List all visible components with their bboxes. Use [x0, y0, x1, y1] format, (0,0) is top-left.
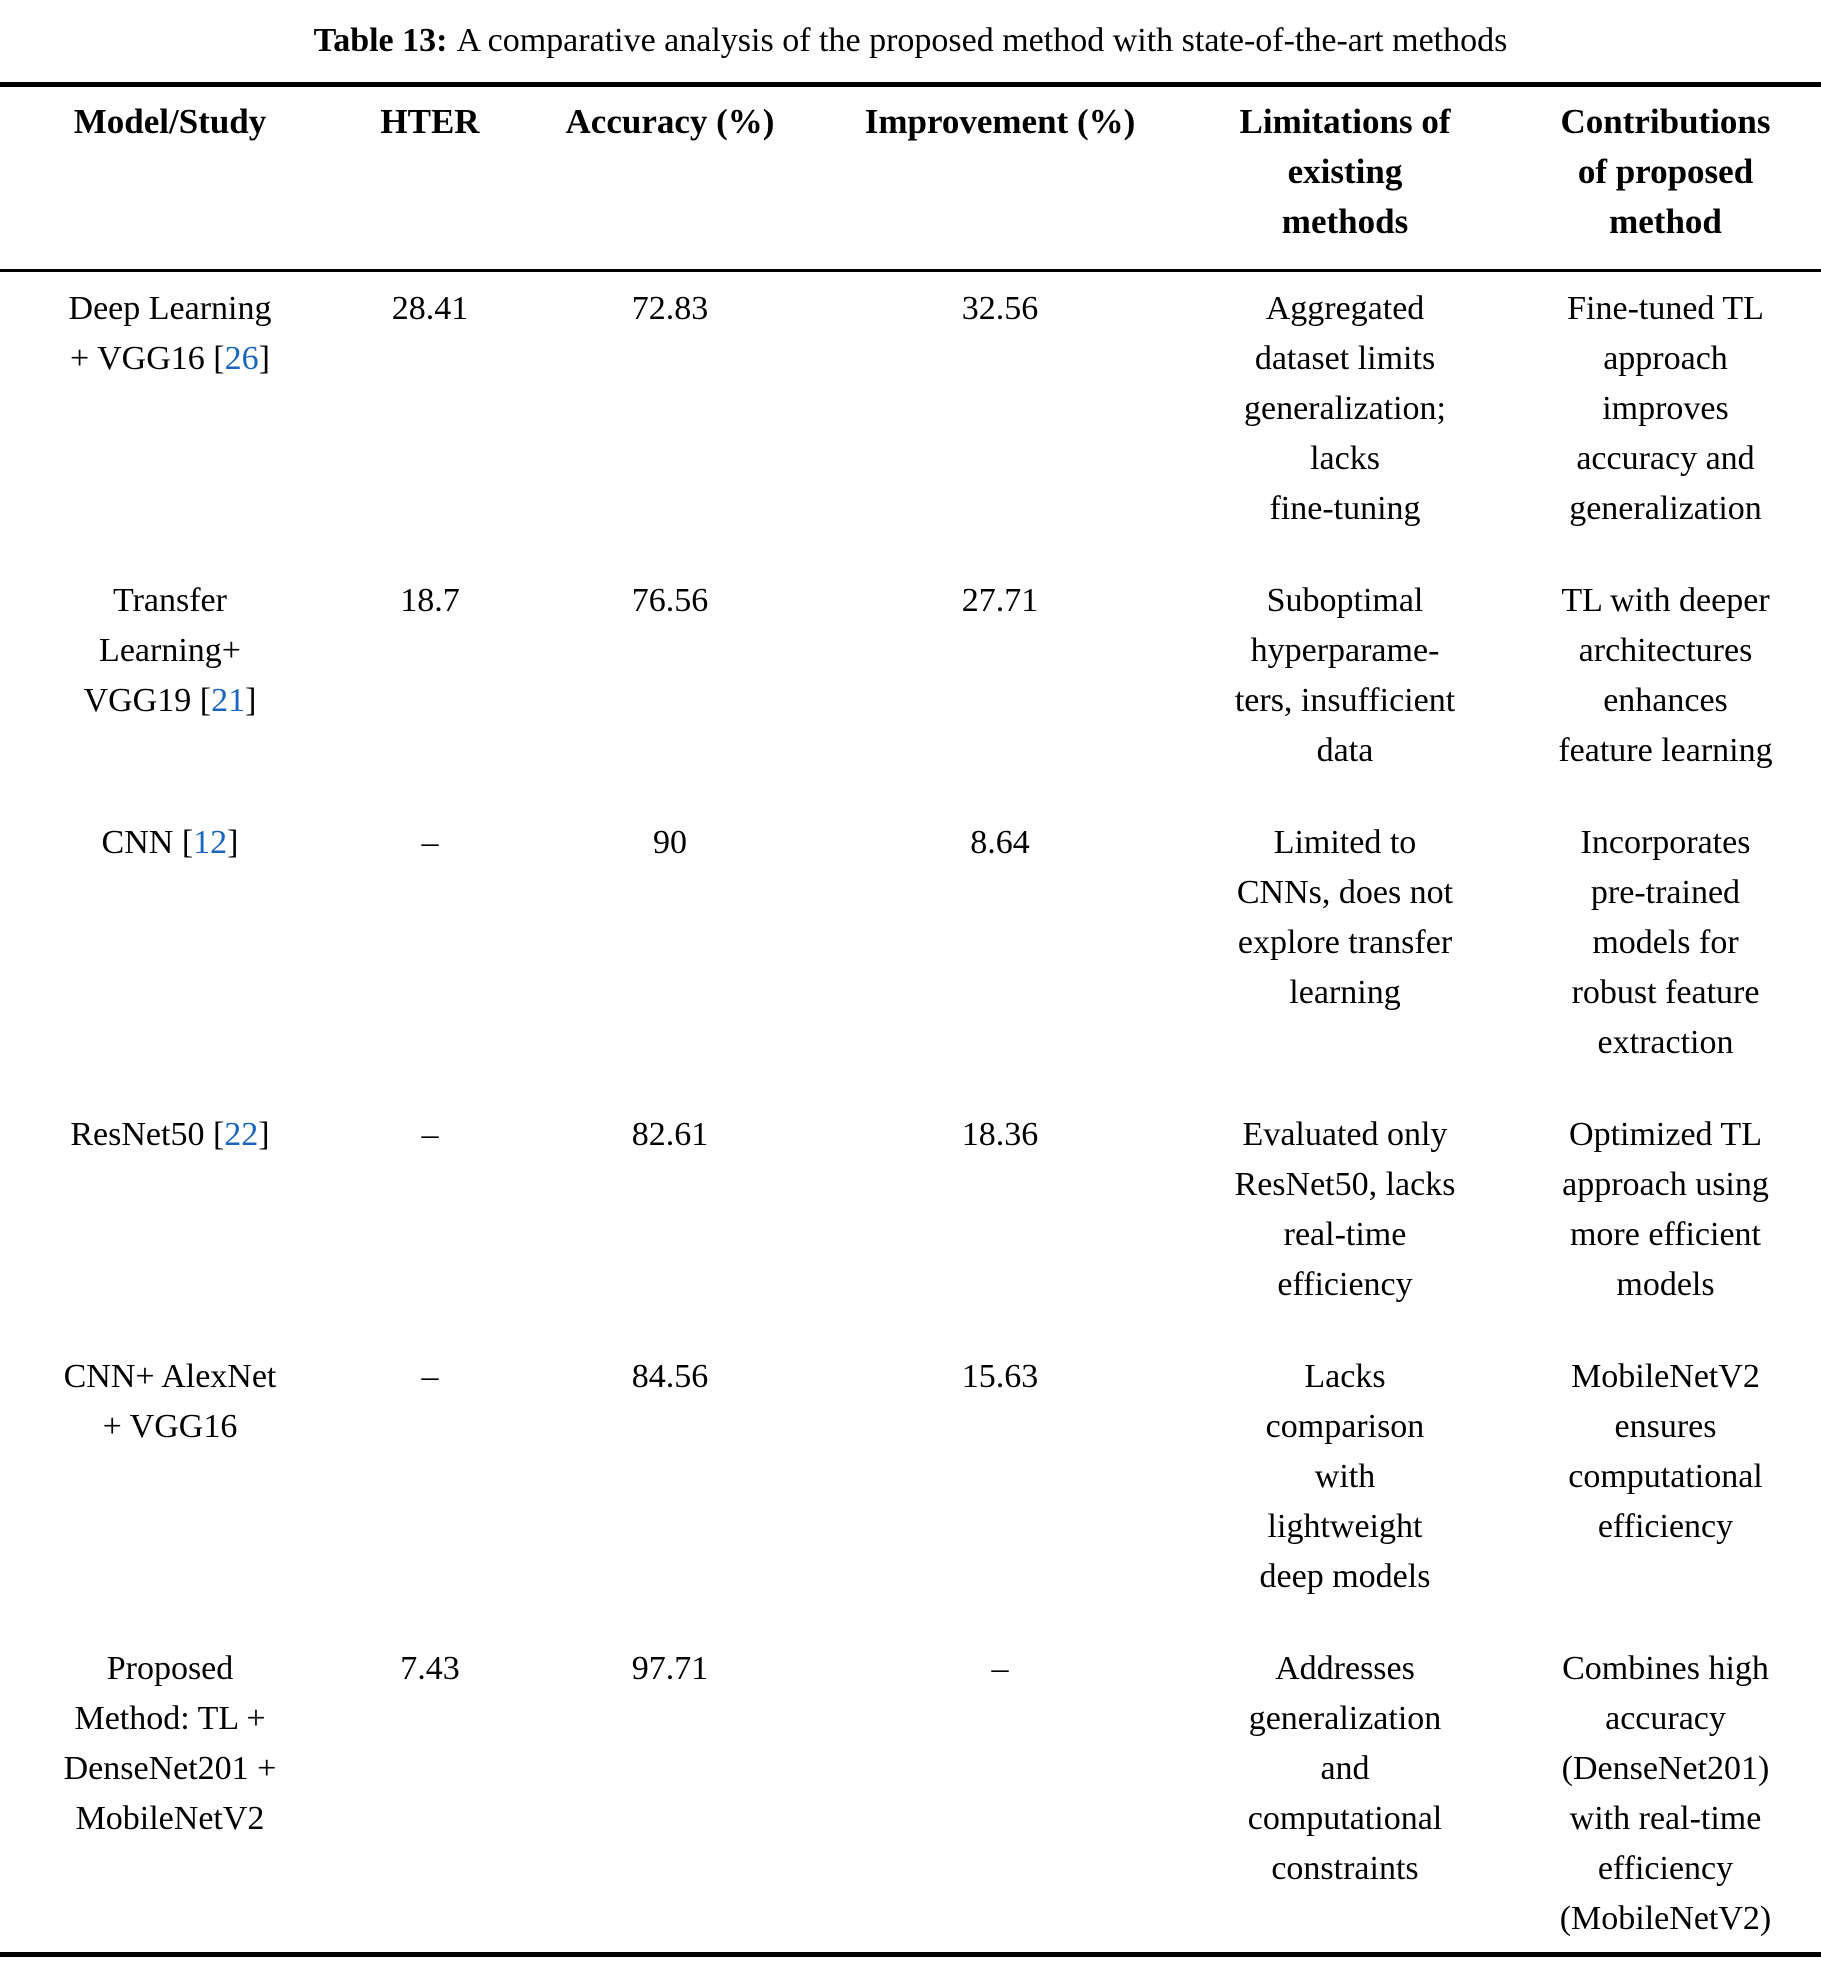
- cell-accuracy: 72.83: [631, 290, 709, 327]
- table-row: Transfer Learning+ VGG19 [21] 18.7 76.56…: [0, 564, 1821, 806]
- cell-contributions: TL with deeper architectures enhances fe…: [1558, 582, 1773, 769]
- model-name: CNN+ AlexNet + VGG16: [63, 1358, 277, 1445]
- citation-link[interactable]: 22: [224, 1116, 259, 1153]
- citation: [21]: [200, 682, 257, 719]
- column-header-improvement: Improvement (%): [820, 84, 1180, 272]
- cell-model: Deep Learning + VGG16 [26]: [0, 271, 340, 565]
- citation-bracket-close: ]: [258, 340, 270, 377]
- cell-limitations: Aggregated dataset limits generalization…: [1243, 290, 1446, 527]
- cell-model: ResNet50 [22]: [0, 1098, 340, 1340]
- table-caption-label: Table 13:: [313, 22, 448, 59]
- cell-limitations: Evaluated only ResNet50, lacks real-time…: [1234, 1116, 1456, 1303]
- cell-hter: 28.41: [391, 290, 469, 327]
- column-header-contributions: Contributions of proposed method: [1510, 84, 1821, 272]
- column-header-limitations: Limitations of existing methods: [1180, 84, 1510, 272]
- table-row: Deep Learning + VGG16 [26] 28.41 72.83 3…: [0, 271, 1821, 565]
- citation-bracket-open: [: [213, 340, 225, 377]
- cell-improvement: 15.63: [961, 1358, 1039, 1395]
- column-header-accuracy: Accuracy (%): [520, 84, 820, 272]
- cell-accuracy: 82.61: [631, 1116, 709, 1153]
- cell-improvement: 27.71: [961, 582, 1039, 619]
- cell-contributions: Optimized TL approach using more efficie…: [1562, 1116, 1769, 1303]
- cell-accuracy: 84.56: [631, 1358, 709, 1395]
- cell-contributions: MobileNetV2 ensures computational effici…: [1568, 1358, 1763, 1545]
- citation-bracket-open: [: [212, 1116, 225, 1153]
- cell-model: CNN [12]: [0, 806, 340, 1098]
- table-row: CNN+ AlexNet + VGG16 – 84.56 15.63 Lacks…: [0, 1340, 1821, 1632]
- cell-model: Transfer Learning+ VGG19 [21]: [0, 564, 340, 806]
- table-caption: Table 13: A comparative analysis of the p…: [20, 18, 1801, 64]
- cell-model: Proposed Method: TL + DenseNet201 + Mobi…: [0, 1632, 340, 1955]
- table-row: Proposed Method: TL + DenseNet201 + Mobi…: [0, 1632, 1821, 1955]
- cell-accuracy: 90: [653, 824, 687, 861]
- cell-contributions: Incorporates pre-trained models for robu…: [1571, 824, 1760, 1061]
- cell-limitations: Addresses generalization and computation…: [1247, 1650, 1443, 1887]
- cell-hter: –: [421, 1358, 439, 1395]
- cell-improvement: 8.64: [970, 824, 1030, 861]
- cell-improvement: 32.56: [961, 290, 1039, 327]
- table-row: ResNet50 [22] – 82.61 18.36 Evaluated on…: [0, 1098, 1821, 1340]
- cell-hter: –: [421, 824, 439, 861]
- column-header-hter: HTER: [340, 84, 520, 272]
- citation-link[interactable]: 26: [224, 340, 259, 377]
- cell-limitations: Lacks comparison with lightweight deep m…: [1259, 1358, 1431, 1595]
- citation: [22]: [213, 1116, 270, 1153]
- cell-improvement: 18.36: [961, 1116, 1039, 1153]
- citation-bracket-close: ]: [245, 682, 257, 719]
- cell-accuracy: 97.71: [631, 1650, 709, 1687]
- cell-limitations: Suboptimal hyperparame- ters, insufficie…: [1234, 582, 1456, 769]
- cell-improvement: –: [991, 1650, 1009, 1687]
- citation-bracket-close: ]: [258, 1116, 270, 1153]
- citation-link[interactable]: 21: [211, 682, 246, 719]
- cell-model: CNN+ AlexNet + VGG16: [0, 1340, 340, 1632]
- cell-limitations: Limited to CNNs, does not explore transf…: [1236, 824, 1454, 1011]
- cell-accuracy: 76.56: [631, 582, 709, 619]
- table-caption-text: A comparative analysis of the proposed m…: [456, 22, 1508, 59]
- cell-contributions: Fine-tuned TL approach improves accuracy…: [1567, 290, 1764, 527]
- citation-link[interactable]: 12: [193, 824, 228, 861]
- table-header-row: Model/Study HTER Accuracy (%) Improvemen…: [0, 84, 1821, 272]
- cell-contributions: Combines high accuracy (DenseNet201) wit…: [1559, 1650, 1772, 1937]
- comparison-table: Model/Study HTER Accuracy (%) Improvemen…: [0, 82, 1821, 1957]
- column-header-model-study: Model/Study: [0, 84, 340, 272]
- model-name: CNN: [101, 824, 182, 861]
- citation: [12]: [182, 824, 239, 861]
- model-name: ResNet50: [70, 1116, 213, 1153]
- citation-bracket-open: [: [181, 824, 194, 861]
- model-name: Deep Learning + VGG16: [68, 290, 272, 377]
- cell-hter: 18.7: [400, 582, 460, 619]
- model-name: Transfer Learning+ VGG19: [83, 582, 241, 719]
- citation-bracket-close: ]: [227, 824, 239, 861]
- table-row: CNN [12] – 90 8.64 Limited to CNNs, does…: [0, 806, 1821, 1098]
- cell-hter: 7.43: [400, 1650, 460, 1687]
- citation-bracket-open: [: [199, 682, 212, 719]
- model-name: Proposed Method: TL + DenseNet201 + Mobi…: [63, 1650, 277, 1837]
- cell-hter: –: [421, 1116, 439, 1153]
- citation: [26]: [213, 340, 270, 377]
